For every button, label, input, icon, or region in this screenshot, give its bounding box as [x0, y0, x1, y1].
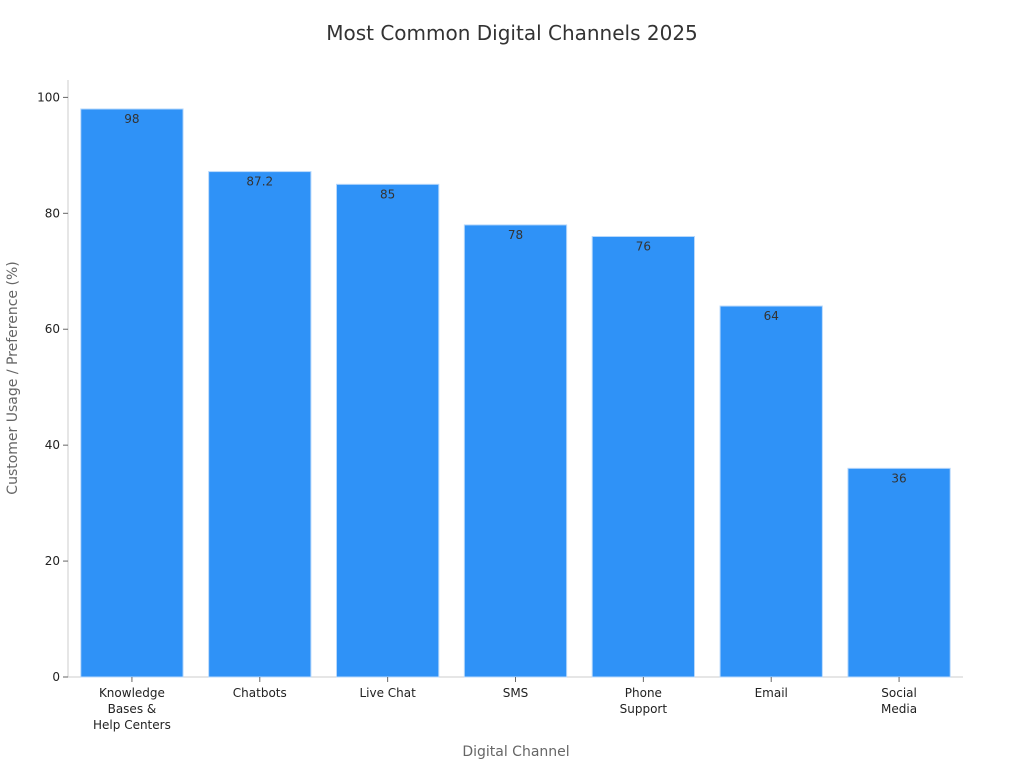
x-tick-label: Phone Support: [620, 686, 668, 716]
x-tick-label: Email: [755, 686, 788, 700]
y-axis-title: Customer Usage / Preference (%): [5, 261, 21, 494]
bar: [719, 305, 823, 678]
value-label: 87.2: [246, 175, 273, 189]
value-label: 85: [380, 187, 395, 201]
value-label: 64: [764, 309, 779, 323]
x-tick-label: Chatbots: [233, 686, 287, 700]
y-tick-label: 60: [45, 322, 60, 336]
bar: [847, 467, 951, 678]
x-axis-title: Digital Channel: [462, 744, 569, 760]
y-tick-label: 0: [52, 670, 60, 684]
y-tick-label: 80: [45, 206, 60, 220]
value-label: 76: [636, 239, 651, 253]
bar: [80, 108, 184, 678]
x-tick-label: Social Media: [881, 686, 917, 716]
y-tick-label: 40: [45, 438, 60, 452]
x-tick-label: Knowledge Bases & Help Centers: [93, 686, 171, 732]
y-tick-label: 100: [37, 90, 60, 104]
x-tick-label: SMS: [503, 686, 529, 700]
y-tick-label: 20: [45, 554, 60, 568]
bar: [463, 224, 568, 678]
bar: [336, 183, 440, 678]
value-label: 36: [891, 471, 906, 485]
value-label: 98: [124, 112, 139, 126]
value-label: 78: [508, 228, 523, 242]
x-tick-label: Live Chat: [359, 686, 416, 700]
bar: [591, 235, 696, 678]
chart-title: Most Common Digital Channels 2025: [326, 21, 698, 45]
bar: [208, 171, 312, 678]
